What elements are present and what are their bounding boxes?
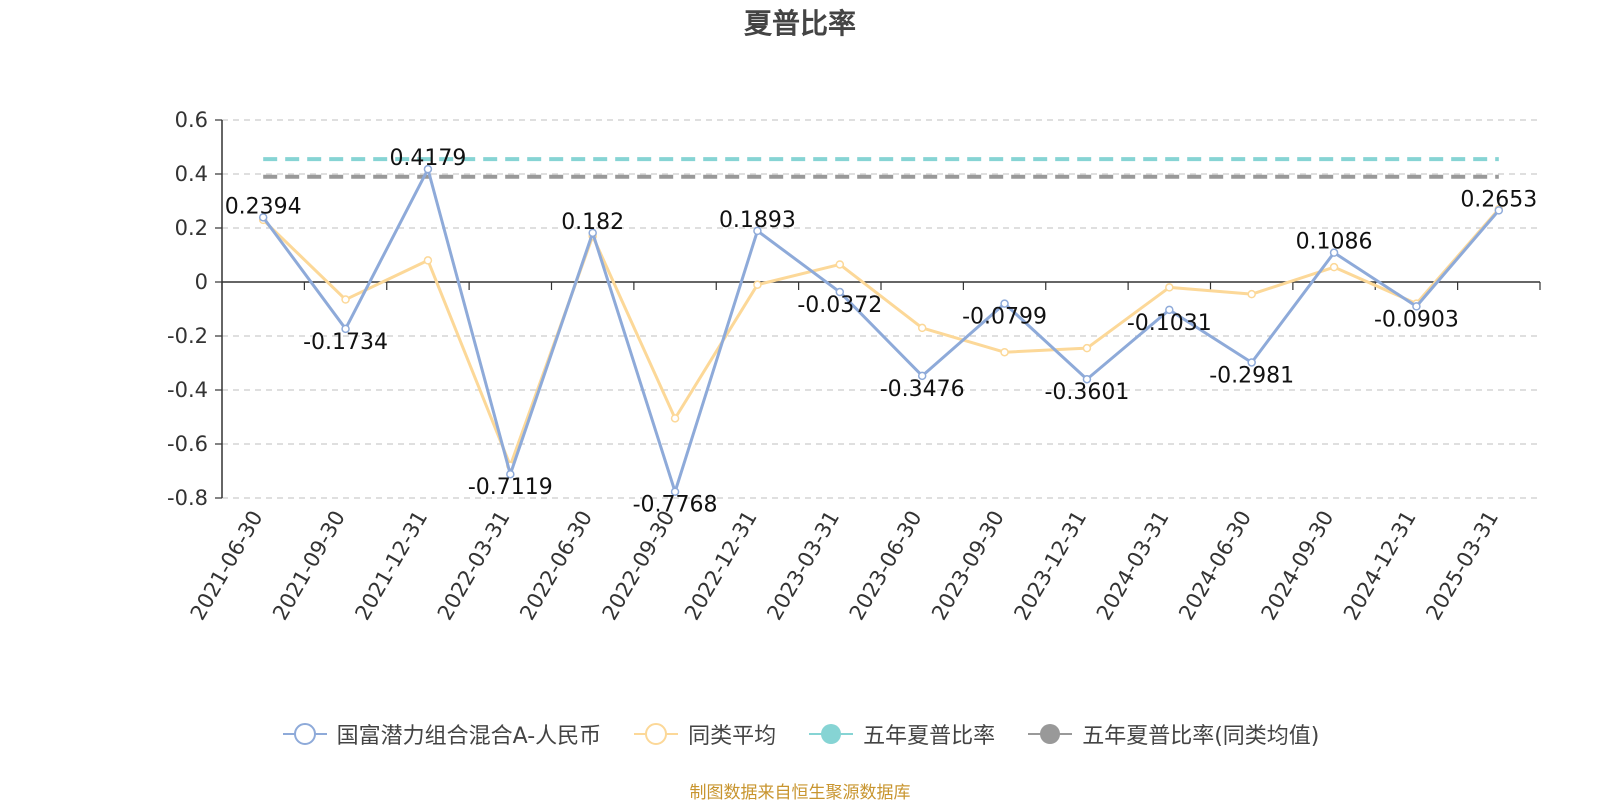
data-point — [1247, 289, 1256, 299]
data-label: -0.3601 — [1044, 380, 1129, 405]
y-tick-label: -0.6 — [167, 432, 208, 456]
y-tick-label: 0.2 — [175, 216, 208, 240]
legend-marker-fund — [282, 723, 327, 745]
data-label: -0.0372 — [797, 293, 882, 318]
data-point — [506, 469, 515, 479]
x-tick-label: 2021-12-31 — [350, 507, 432, 625]
x-tick-label: 2023-03-31 — [762, 507, 844, 625]
x-tick-label: 2023-06-30 — [845, 507, 927, 625]
data-label: -0.1031 — [1127, 311, 1212, 336]
data-label: -0.7768 — [633, 493, 718, 518]
chart-title: 夏普比率 — [743, 7, 856, 40]
data-point — [423, 256, 433, 265]
series-line-peer-average — [262, 208, 1500, 468]
legend-item-peer-average[interactable]: 同类平均 — [632, 718, 776, 750]
x-tick-label: 2024-12-31 — [1339, 507, 1421, 625]
data-point — [1165, 305, 1174, 315]
data-point — [1082, 374, 1092, 384]
data-label: -0.2981 — [1209, 363, 1294, 388]
x-tick-label: 2021-06-30 — [186, 507, 268, 625]
legend-marker-five-year-sharpe — [809, 724, 854, 744]
source-note: 制图数据来自恒生聚源数据库 — [689, 783, 911, 803]
legend-item-five-year-sharpe-peer[interactable]: 五年夏普比率(同类均值) — [1026, 718, 1319, 750]
x-tick-label: 2021-09-30 — [268, 507, 350, 625]
x-tick-label: 2024-06-30 — [1174, 507, 1256, 625]
data-label: 0.4179 — [389, 146, 466, 171]
x-tick-label: 2022-03-31 — [433, 507, 515, 625]
data-point — [670, 487, 680, 496]
y-tick-label: 0 — [195, 270, 208, 294]
data-point — [341, 324, 350, 334]
legend-label-five-year-sharpe: 五年夏普比率 — [863, 724, 996, 749]
data-point — [423, 164, 433, 174]
x-tick-label: 2024-09-30 — [1257, 507, 1339, 625]
data-point — [1412, 302, 1421, 311]
x-tick-label: 2023-09-30 — [927, 507, 1009, 625]
data-point — [917, 323, 927, 333]
data-point — [1247, 358, 1256, 367]
x-tick-label: 2025-03-31 — [1421, 507, 1503, 625]
data-point — [917, 371, 927, 381]
legend-label-five-year-sharpe-peer: 五年夏普比率(同类均值) — [1082, 724, 1320, 749]
legend-label-peer-average: 同类平均 — [688, 724, 777, 749]
data-label: -0.3476 — [880, 377, 965, 402]
x-tick-label: 2023-12-31 — [1009, 507, 1091, 625]
legend-marker-peer-average — [634, 723, 679, 745]
legend-label-fund: 国富潜力组合混合A-人民币 — [336, 724, 602, 749]
data-point — [1000, 347, 1009, 357]
x-tick-label: 2022-12-31 — [680, 507, 762, 625]
data-label: 0.1893 — [719, 208, 796, 233]
data-point — [670, 414, 680, 423]
series-lines — [258, 164, 1504, 496]
legend: 国富潜力组合混合A-人民币 同类平均 五年夏普比率 五年夏普比率(同类均值) — [0, 718, 1600, 750]
data-point — [588, 228, 597, 238]
reference-lines — [263, 157, 1499, 179]
legend-item-five-year-sharpe[interactable]: 五年夏普比率 — [807, 718, 995, 750]
data-label: 0.2394 — [225, 194, 302, 219]
data-label: -0.0799 — [962, 305, 1047, 330]
data-label: 0.1086 — [1296, 230, 1373, 255]
data-point — [1000, 299, 1009, 308]
legend-marker-five-year-sharpe-peer — [1028, 724, 1073, 744]
y-tick-label: -0.4 — [167, 378, 208, 402]
data-point — [1329, 248, 1339, 257]
data-point — [341, 295, 350, 304]
data-point — [258, 213, 268, 222]
y-tick-label: -0.2 — [167, 324, 208, 348]
series-line-fund — [261, 167, 1500, 494]
x-tick-label: 2022-06-30 — [515, 507, 597, 625]
y-tick-label: 0.6 — [175, 108, 208, 132]
x-tick-label: 2024-03-31 — [1092, 507, 1174, 625]
data-labels: 0.2394 -0.1734 0.4179 -0.7119 0.182 -0.7768 0.… — [225, 146, 1538, 518]
data-label: -0.1734 — [303, 330, 388, 355]
x-tick-label: 2022-09-30 — [598, 507, 680, 625]
y-tick-label: -0.8 — [167, 486, 208, 510]
data-label: -0.0903 — [1374, 307, 1459, 332]
data-point — [835, 287, 845, 297]
data-point — [1082, 343, 1092, 353]
data-point — [753, 280, 762, 289]
legend-item-fund[interactable]: 国富潜力组合混合A-人民币 — [281, 718, 602, 750]
data-label: 0.2653 — [1460, 187, 1537, 212]
data-label: -0.7119 — [468, 475, 553, 500]
data-point — [835, 260, 845, 269]
y-tick-label: 0.4 — [175, 162, 208, 186]
data-point — [753, 226, 762, 236]
data-point — [1329, 262, 1339, 272]
data-label: 0.182 — [561, 210, 624, 235]
data-point — [1165, 283, 1174, 292]
data-point — [1494, 206, 1504, 215]
